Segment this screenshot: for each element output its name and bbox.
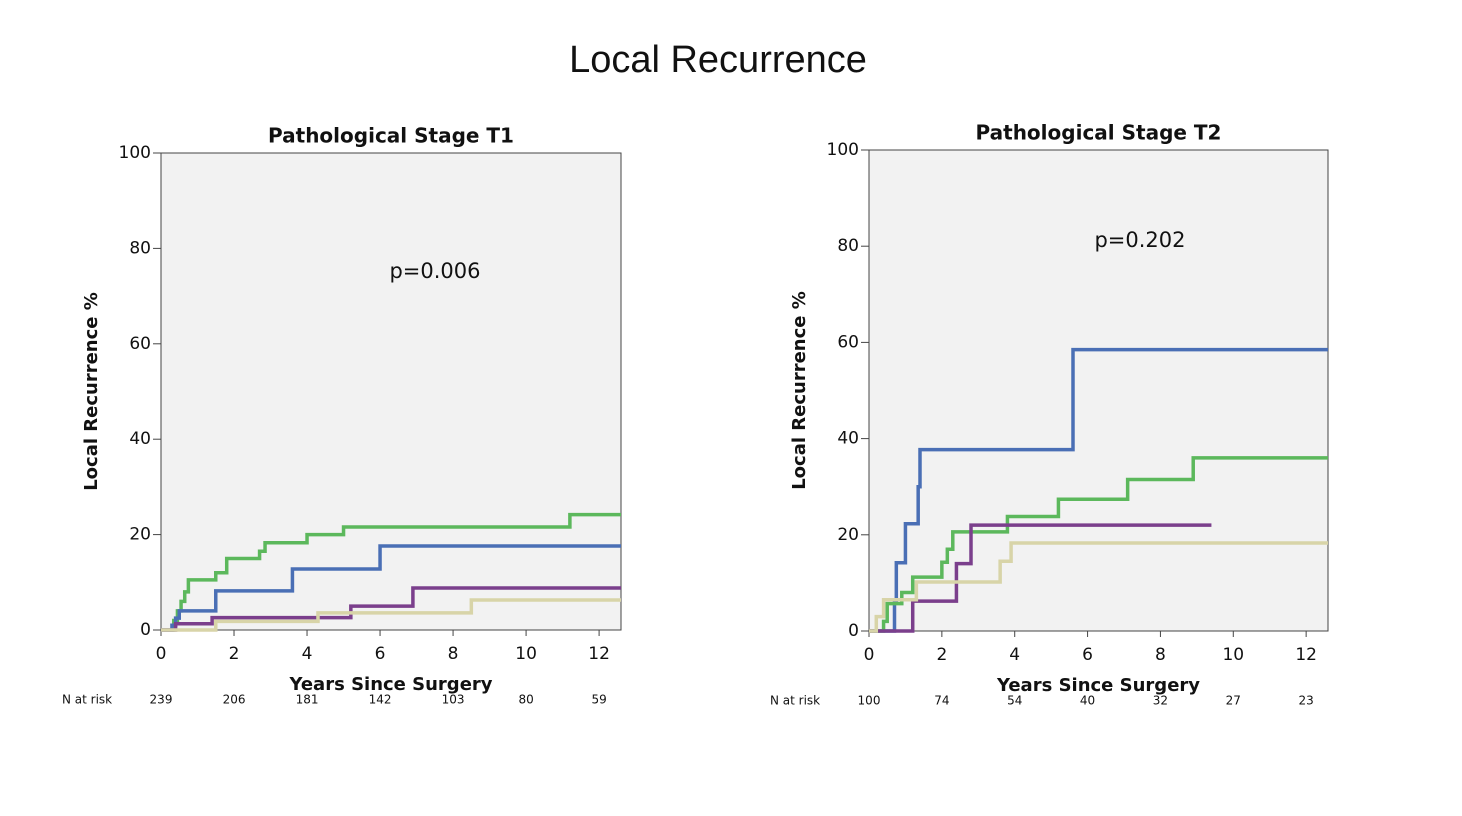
at-risk-count: 100 (858, 694, 881, 708)
y-axis-label: Local Recurrence % (789, 291, 810, 490)
y-tick-label: 80 (837, 236, 859, 256)
page-title: Local Recurrence (569, 39, 867, 81)
y-tick-label: 40 (837, 429, 859, 449)
km-curve (161, 586, 621, 632)
x-tick-label: 10 (1222, 645, 1244, 665)
y-tick-label: 0 (848, 621, 859, 641)
at-risk-count: 80 (518, 693, 533, 707)
at-risk-count: 206 (223, 693, 246, 707)
at-risk-count: 74 (934, 694, 949, 708)
at-risk-count: 27 (1226, 694, 1241, 708)
at-risk-count: 59 (591, 693, 606, 707)
x-tick-label: 4 (1009, 645, 1020, 665)
x-axis-label: Years Since Surgery (288, 674, 492, 695)
km-curve (161, 544, 621, 632)
x-tick-label: 6 (375, 644, 386, 664)
x-tick-label: 12 (1295, 645, 1317, 665)
y-tick-label: 80 (129, 238, 151, 258)
x-tick-label: 8 (1155, 645, 1166, 665)
y-tick-label: 20 (129, 525, 151, 545)
at-risk-count: 239 (150, 693, 173, 707)
plot-area (160, 152, 622, 631)
y-tick-label: 60 (837, 332, 859, 352)
plot-area (868, 149, 1329, 632)
x-tick-label: 12 (588, 644, 610, 664)
at-risk-count: 23 (1299, 694, 1314, 708)
y-tick-label: 100 (827, 140, 859, 160)
x-tick-label: 0 (156, 644, 167, 664)
at-risk-count: 40 (1080, 694, 1095, 708)
x-tick-label: 8 (448, 644, 459, 664)
plot-title: Pathological Stage T1 (268, 124, 514, 148)
y-tick-label: 60 (129, 334, 151, 354)
plot-title: Pathological Stage T2 (976, 121, 1222, 145)
y-tick-label: 100 (119, 143, 151, 163)
x-tick-label: 6 (1082, 645, 1093, 665)
x-tick-label: 2 (936, 645, 947, 665)
y-tick-label: 0 (140, 620, 151, 640)
risk-label: N at risk (770, 694, 820, 708)
y-tick-label: 40 (129, 429, 151, 449)
at-risk-count: 142 (369, 693, 392, 707)
km-curve (869, 456, 1328, 633)
y-tick-label: 20 (837, 525, 859, 545)
x-tick-label: 4 (302, 644, 313, 664)
at-risk-count: 103 (442, 693, 465, 707)
risk-label: N at risk (62, 693, 112, 707)
at-risk-count: 181 (296, 693, 319, 707)
p-value: p=0.006 (389, 259, 480, 283)
km-curve (869, 541, 1328, 633)
y-axis-label: Local Recurrence % (81, 292, 102, 491)
x-tick-label: 2 (229, 644, 240, 664)
x-tick-label: 10 (515, 644, 537, 664)
at-risk-count: 32 (1153, 694, 1168, 708)
at-risk-count: 54 (1007, 694, 1022, 708)
p-value: p=0.202 (1094, 228, 1185, 252)
x-tick-label: 0 (864, 645, 875, 665)
x-axis-label: Years Since Surgery (996, 675, 1200, 696)
km-curve (161, 598, 621, 632)
